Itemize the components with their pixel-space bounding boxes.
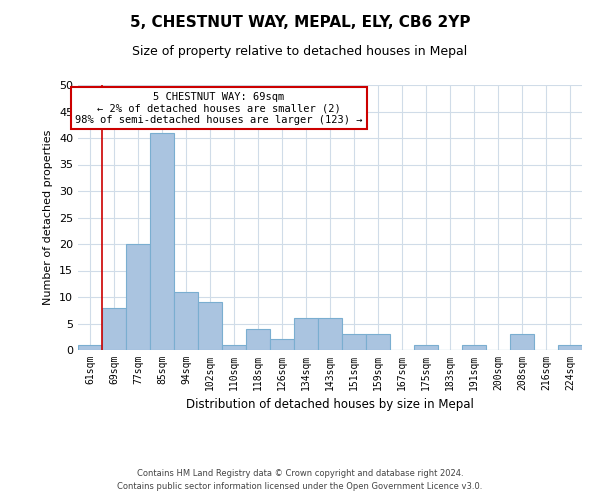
- Bar: [78, 344, 102, 350]
- Text: Contains HM Land Registry data © Crown copyright and database right 2024.: Contains HM Land Registry data © Crown c…: [137, 468, 463, 477]
- Bar: [294, 318, 318, 350]
- Text: Contains public sector information licensed under the Open Government Licence v3: Contains public sector information licen…: [118, 482, 482, 491]
- Text: 5 CHESTNUT WAY: 69sqm
← 2% of detached houses are smaller (2)
98% of semi-detach: 5 CHESTNUT WAY: 69sqm ← 2% of detached h…: [76, 92, 363, 125]
- Bar: [174, 292, 198, 350]
- Bar: [462, 344, 486, 350]
- Bar: [366, 334, 390, 350]
- Bar: [318, 318, 342, 350]
- Bar: [270, 340, 294, 350]
- Bar: [558, 344, 582, 350]
- Text: Size of property relative to detached houses in Mepal: Size of property relative to detached ho…: [133, 45, 467, 58]
- Y-axis label: Number of detached properties: Number of detached properties: [43, 130, 53, 305]
- Bar: [102, 308, 126, 350]
- Bar: [150, 132, 174, 350]
- Bar: [342, 334, 366, 350]
- Bar: [126, 244, 150, 350]
- Bar: [246, 329, 270, 350]
- Bar: [414, 344, 438, 350]
- Text: 5, CHESTNUT WAY, MEPAL, ELY, CB6 2YP: 5, CHESTNUT WAY, MEPAL, ELY, CB6 2YP: [130, 15, 470, 30]
- X-axis label: Distribution of detached houses by size in Mepal: Distribution of detached houses by size …: [186, 398, 474, 411]
- Bar: [222, 344, 246, 350]
- Bar: [198, 302, 222, 350]
- Bar: [510, 334, 534, 350]
